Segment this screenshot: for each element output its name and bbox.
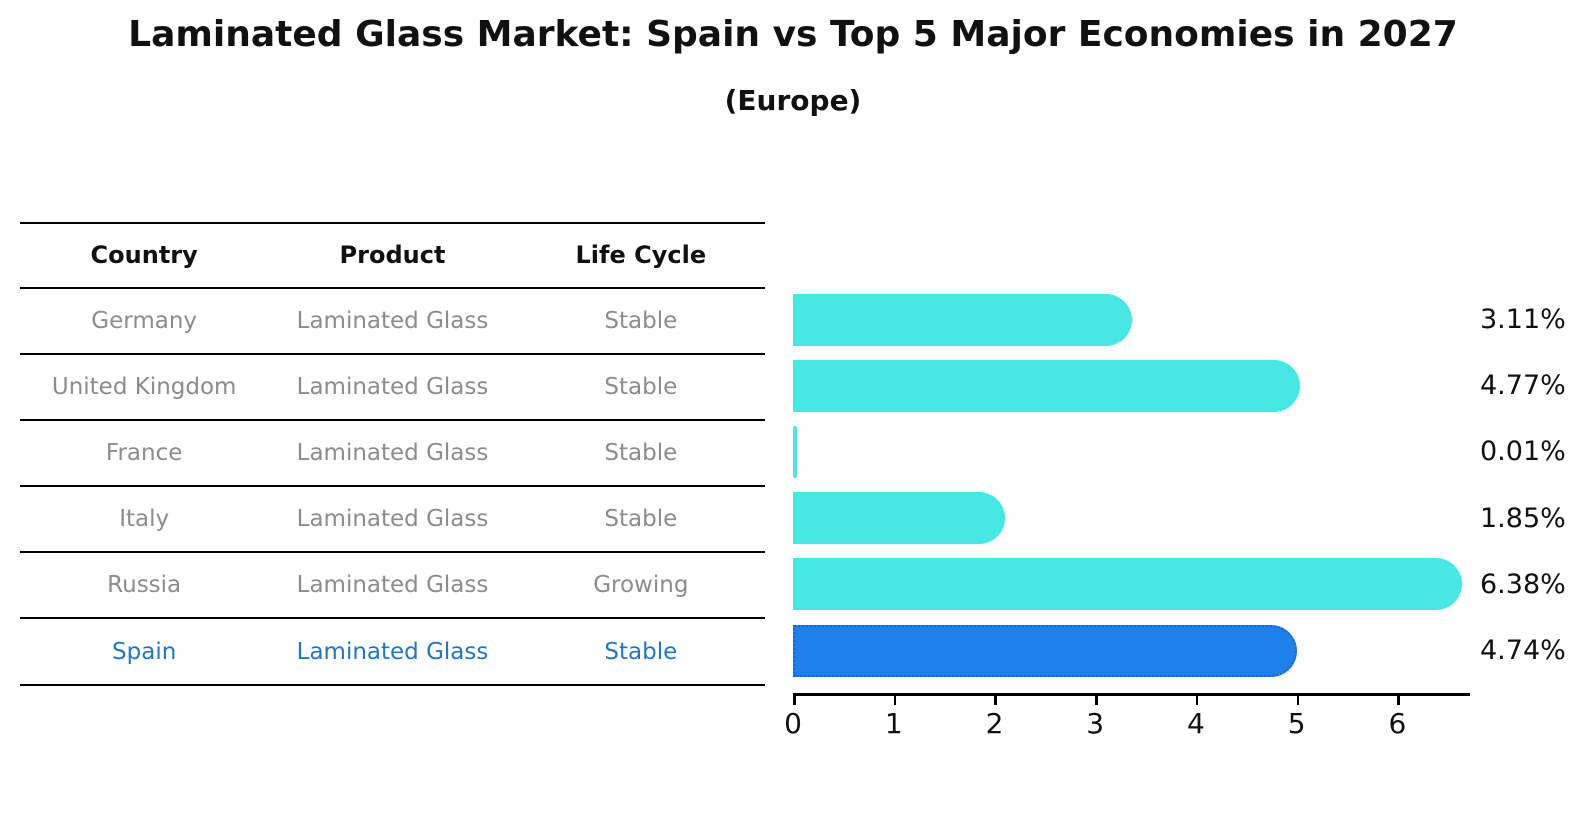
x-axis-tick-label: 0 — [784, 707, 802, 740]
cell-country: United Kingdom — [51, 373, 237, 400]
table-row: Germany Laminated Glass Stable — [20, 289, 765, 355]
table-body: Germany Laminated Glass Stable United Kingd… — [20, 289, 765, 686]
bar-united-kingdom — [793, 359, 1300, 412]
x-axis: 0 1 2 3 4 5 6 — [784, 693, 1493, 753]
value-label: 1.85% — [1480, 502, 1566, 534]
country-table: Country Product Life Cycle Germany Laminate… — [20, 222, 765, 686]
cell-product: Laminated Glass — [296, 572, 489, 599]
bar-russia — [793, 558, 1462, 611]
bar-row: 4.74% — [793, 618, 1586, 684]
cell-life_cycle: Growing — [593, 572, 689, 599]
bar-row: 4.77% — [793, 353, 1586, 419]
bar-row: 1.85% — [793, 485, 1586, 551]
cell-life_cycle: Stable — [604, 638, 678, 665]
x-axis-tick-label: 2 — [985, 707, 1004, 740]
x-axis-tick — [1397, 696, 1400, 705]
column-header-country: Country — [90, 241, 198, 270]
cell-country: Russia — [107, 572, 182, 599]
cell-life_cycle: Stable — [604, 307, 678, 334]
bar-germany — [793, 293, 1133, 346]
x-axis-tick — [1095, 696, 1098, 705]
x-axis-tick-label: 4 — [1187, 707, 1205, 740]
x-axis-tick — [1195, 696, 1199, 705]
cell-country: Spain — [112, 638, 177, 665]
chart-subtitle: (Europe) — [724, 84, 862, 117]
x-axis-tick — [893, 696, 897, 705]
x-axis-tick-label: 6 — [1388, 707, 1407, 740]
cell-product: Laminated Glass — [296, 373, 489, 400]
table-header-row: Country Product Life Cycle — [20, 224, 765, 289]
bar-chart-area: 3.11% 4.77% 0.01% 1.85% 6.38% 4.74% — [793, 287, 1586, 684]
table-row: United Kingdom Laminated Glass Stable — [20, 355, 765, 421]
x-axis-tick — [1296, 696, 1300, 705]
value-label: 6.38% — [1480, 568, 1566, 600]
chart-title: Laminated Glass Market: Spain vs Top 5 M… — [128, 14, 1458, 55]
column-header-life-cycle: Life Cycle — [575, 241, 707, 270]
table-row: Italy Laminated Glass Stable — [20, 487, 765, 554]
cell-country: Italy — [119, 506, 170, 533]
bar-spain — [793, 624, 1297, 677]
bar-italy — [793, 492, 1006, 545]
cell-product: Laminated Glass — [296, 439, 489, 466]
cell-life_cycle: Stable — [604, 439, 678, 466]
cell-life_cycle: Stable — [604, 506, 678, 533]
bar-row: 3.11% — [793, 287, 1586, 353]
cell-product: Laminated Glass — [296, 638, 489, 665]
cell-country: Germany — [91, 307, 198, 334]
bar-row: 6.38% — [793, 551, 1586, 617]
table-row: Spain Laminated Glass Stable — [20, 619, 765, 686]
table-row: Russia Laminated Glass Growing — [20, 553, 765, 620]
value-label: 3.11% — [1480, 304, 1566, 336]
table-row: France Laminated Glass Stable — [20, 421, 765, 488]
value-label: 4.74% — [1480, 635, 1566, 667]
cell-product: Laminated Glass — [296, 506, 489, 533]
value-label: 4.77% — [1480, 370, 1566, 402]
x-axis-tick — [994, 696, 997, 705]
cell-life_cycle: Stable — [604, 373, 678, 400]
x-axis-tick — [793, 696, 796, 705]
column-header-product: Product — [339, 241, 446, 270]
bar-france — [793, 425, 797, 478]
cell-country: France — [105, 439, 183, 466]
x-axis-tick-label: 3 — [1086, 707, 1105, 740]
x-axis-line — [793, 693, 1470, 696]
x-axis-tick-label: 5 — [1287, 707, 1306, 740]
cell-product: Laminated Glass — [296, 307, 489, 334]
value-label: 0.01% — [1480, 436, 1566, 468]
x-axis-tick-label: 1 — [884, 707, 903, 740]
bar-row: 0.01% — [793, 419, 1586, 485]
